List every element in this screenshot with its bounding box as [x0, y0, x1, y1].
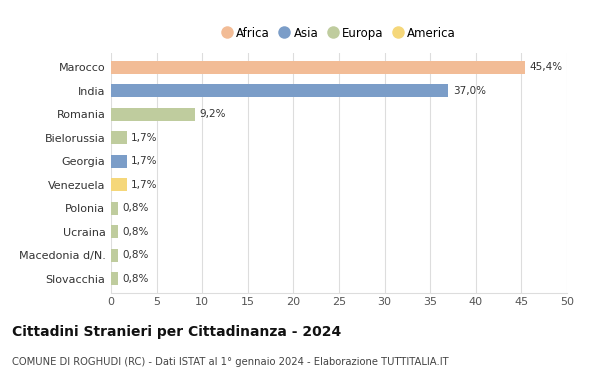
Text: 1,7%: 1,7%	[131, 133, 158, 143]
Bar	[111, 108, 195, 121]
Bar	[111, 272, 118, 285]
Text: 37,0%: 37,0%	[453, 86, 486, 96]
Text: 0,8%: 0,8%	[123, 274, 149, 283]
Bar	[111, 155, 127, 168]
Bar	[111, 202, 118, 215]
Bar	[111, 84, 448, 97]
Text: 9,2%: 9,2%	[199, 109, 226, 119]
Text: 1,7%: 1,7%	[131, 156, 158, 166]
Bar	[111, 249, 118, 261]
Bar	[111, 178, 127, 191]
Bar	[111, 61, 525, 74]
Text: 1,7%: 1,7%	[131, 180, 158, 190]
Text: 0,8%: 0,8%	[123, 226, 149, 237]
Text: COMUNE DI ROGHUDI (RC) - Dati ISTAT al 1° gennaio 2024 - Elaborazione TUTTITALIA: COMUNE DI ROGHUDI (RC) - Dati ISTAT al 1…	[12, 357, 449, 367]
Text: 45,4%: 45,4%	[530, 62, 563, 72]
Text: Cittadini Stranieri per Cittadinanza - 2024: Cittadini Stranieri per Cittadinanza - 2…	[12, 325, 341, 339]
Text: 0,8%: 0,8%	[123, 250, 149, 260]
Bar	[111, 131, 127, 144]
Bar	[111, 225, 118, 238]
Legend: Africa, Asia, Europa, America: Africa, Asia, Europa, America	[220, 25, 458, 43]
Text: 0,8%: 0,8%	[123, 203, 149, 213]
